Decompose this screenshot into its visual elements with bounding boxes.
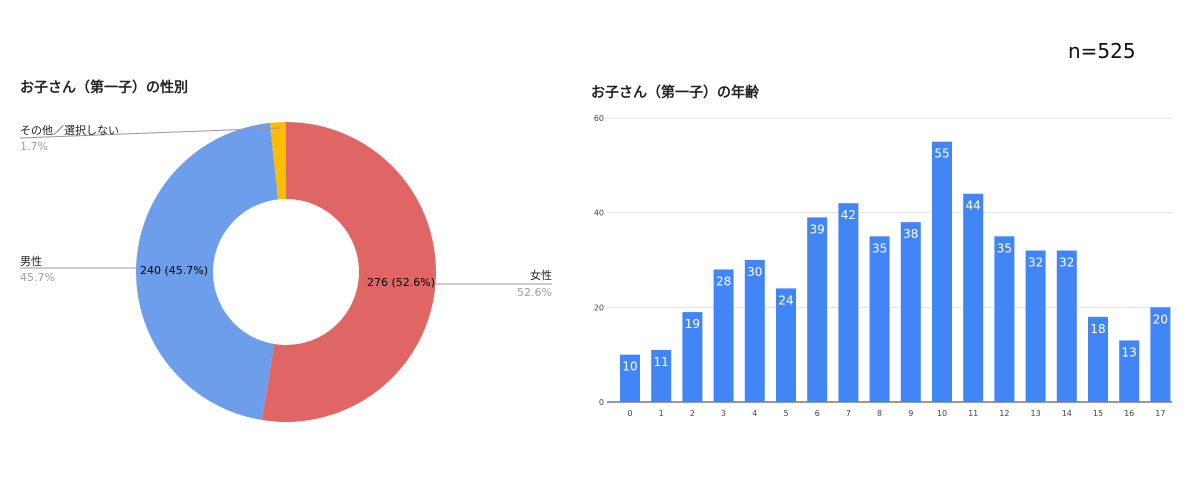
donut-chart: [19, 122, 552, 422]
data-label-female: 276 (52.6%): [367, 276, 435, 289]
legend-label-female: 女性: [530, 268, 552, 282]
bar-value-label: 44: [966, 199, 981, 213]
bar: [1088, 316, 1108, 402]
legend-percent-male: 45.7%: [20, 271, 55, 284]
bar-value-label: 30: [747, 265, 762, 279]
legend-label-male: 男性: [20, 254, 42, 268]
bar: [838, 203, 859, 402]
bar: [900, 222, 921, 402]
x-tick-label: 5: [783, 409, 788, 418]
bar-value-label: 24: [778, 293, 793, 307]
sample-size: n=525: [1068, 39, 1136, 63]
bar-value-label: 35: [872, 241, 887, 255]
y-tick-label: 40: [594, 209, 604, 218]
legend-percent-female: 52.6%: [517, 286, 552, 299]
bar-value-label: 28: [716, 274, 731, 288]
bar: [620, 354, 640, 402]
bar: [1056, 250, 1077, 402]
x-tick-label: 8: [877, 409, 882, 418]
bar-value-label: 18: [1090, 322, 1105, 336]
x-tick-label: 0: [627, 409, 632, 418]
x-tick-label: 4: [752, 409, 757, 418]
x-tick-label: 6: [815, 409, 820, 418]
x-tick-label: 1: [659, 409, 664, 418]
x-tick-label: 15: [1093, 409, 1103, 418]
y-tick-label: 0: [599, 398, 604, 407]
x-tick-label: 16: [1124, 409, 1134, 418]
bar-value-label: 55: [934, 147, 949, 161]
y-tick-label: 20: [594, 303, 604, 312]
bar: [682, 312, 703, 402]
bar-value-label: 11: [654, 355, 669, 369]
x-tick-label: 2: [690, 409, 695, 418]
bar: [807, 217, 828, 402]
bar: [994, 236, 1015, 402]
bar: [869, 236, 890, 402]
bar: [776, 288, 796, 402]
bar-value-label: 20: [1153, 312, 1168, 326]
bar: [651, 349, 672, 402]
x-tick-label: 17: [1155, 409, 1165, 418]
bar-value-label: 35: [997, 241, 1012, 255]
x-tick-label: 3: [721, 409, 726, 418]
y-tick-label: 60: [594, 114, 604, 123]
donut-title: お子さん（第一子）の性別: [20, 79, 188, 96]
bar-chart: 0204060100111192283304245396427358389551…: [594, 114, 1172, 418]
x-tick-label: 10: [937, 409, 947, 418]
data-label-male: 240 (45.7%): [140, 264, 208, 277]
x-tick-label: 14: [1062, 409, 1072, 418]
bar: [713, 269, 734, 402]
bar-value-label: 39: [810, 222, 825, 236]
bar: [1025, 250, 1046, 402]
bar: [963, 193, 984, 402]
x-tick-label: 11: [968, 409, 978, 418]
bar-value-label: 38: [903, 227, 918, 241]
donut-slice: [136, 122, 279, 421]
bar: [1150, 307, 1171, 402]
bar-value-label: 32: [1028, 256, 1043, 270]
donut-slice: [269, 122, 286, 200]
bar-value-label: 19: [685, 317, 700, 331]
bar-value-label: 13: [1122, 345, 1137, 359]
x-tick-label: 12: [999, 409, 1009, 418]
bar: [932, 141, 952, 402]
bar-value-label: 32: [1059, 256, 1074, 270]
x-tick-label: 13: [1031, 409, 1041, 418]
x-tick-label: 9: [908, 409, 913, 418]
donut-slice: [261, 122, 436, 422]
x-tick-label: 7: [846, 409, 851, 418]
bar: [1119, 340, 1140, 402]
bar-value-label: 42: [841, 208, 856, 222]
legend-percent-other: 1.7%: [20, 140, 48, 153]
bar: [744, 260, 765, 402]
legend-label-other: その他／選択しない: [20, 123, 119, 137]
bar-value-label: 10: [622, 360, 637, 374]
leader-line-other: [19, 127, 281, 139]
bar-title: お子さん（第一子）の年齢: [591, 84, 760, 101]
